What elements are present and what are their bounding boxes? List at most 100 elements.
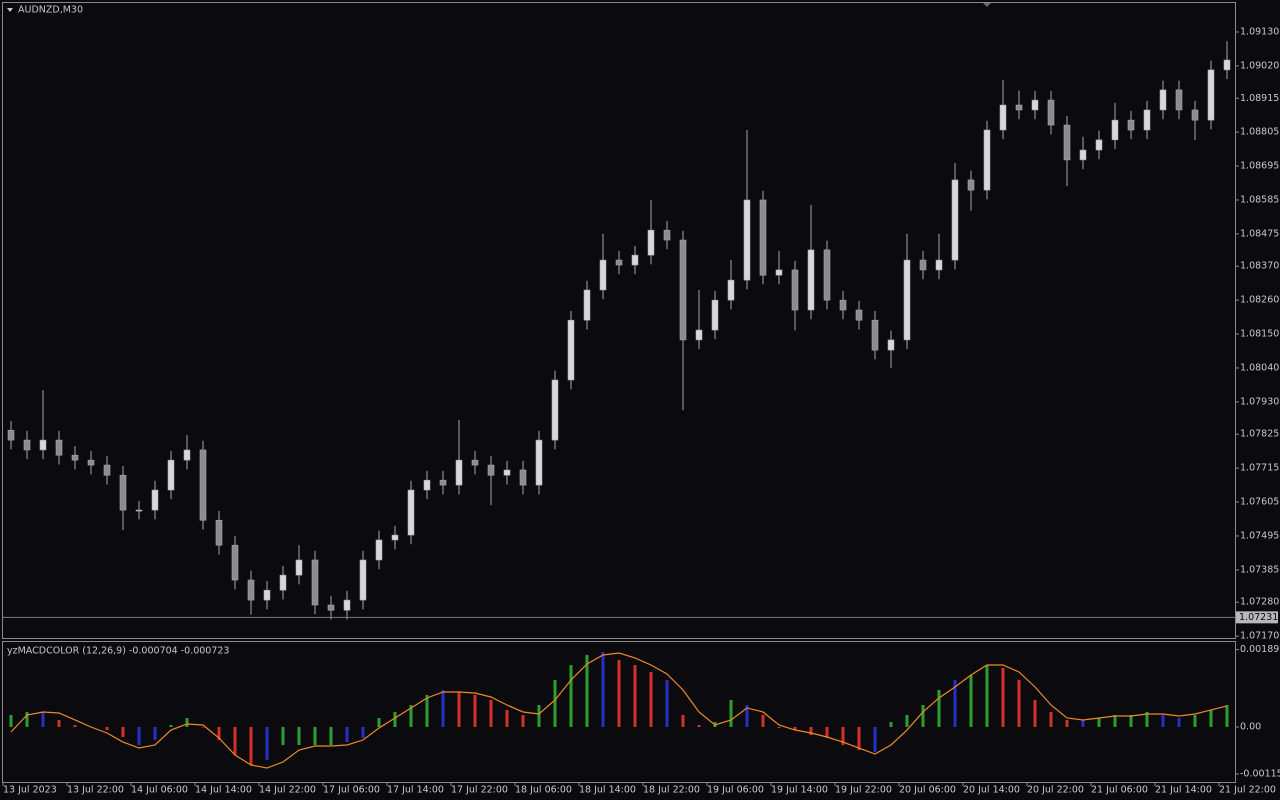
price-label-box <box>1236 611 1278 624</box>
candle-body <box>471 459 479 466</box>
candle-body <box>1079 149 1087 161</box>
price-panel <box>2 2 1236 639</box>
candle-body <box>167 459 175 491</box>
candle-body <box>695 329 703 341</box>
histogram-bar <box>537 705 541 727</box>
candle-body <box>1143 109 1151 131</box>
candle-body <box>327 604 335 611</box>
candle-body <box>215 519 223 546</box>
histogram-bar <box>489 699 493 727</box>
histogram-bar <box>697 725 701 727</box>
histogram-bar <box>1129 715 1133 727</box>
x-tick-label: 19 Jul 14:00 <box>771 785 828 796</box>
candle-body <box>535 439 543 486</box>
candle-body <box>359 559 367 601</box>
histogram-bar <box>441 689 445 727</box>
y-tick-label: 1.08040 <box>1240 362 1279 373</box>
histogram-bar <box>57 719 61 727</box>
y-tick-label: 1.08260 <box>1240 295 1279 306</box>
candle-body <box>935 259 943 271</box>
candle-body <box>151 489 159 511</box>
candle-body <box>551 379 559 441</box>
x-tick-label: 20 Jul 06:00 <box>899 785 956 796</box>
histogram-bar <box>41 711 45 727</box>
histogram-bar <box>473 695 477 727</box>
histogram-bar <box>185 717 189 727</box>
y-tick-label: 1.07605 <box>1240 497 1279 508</box>
histogram-bar <box>1001 667 1005 727</box>
candle-body <box>599 259 607 291</box>
histogram-bar <box>217 727 221 741</box>
candle-body <box>1175 89 1183 111</box>
candle-body <box>23 439 31 451</box>
histogram-bar <box>729 699 733 727</box>
indicator-panel <box>2 641 1236 783</box>
histogram-bar <box>985 665 989 727</box>
histogram-bar <box>361 727 365 739</box>
histogram-bar <box>105 727 109 731</box>
x-tick-label: 17 Jul 22:00 <box>451 785 508 796</box>
histogram-bar <box>1097 717 1101 727</box>
candle-body <box>775 269 783 276</box>
candle-body <box>1111 119 1119 141</box>
y-tick-label: 1.07170 <box>1240 631 1279 642</box>
histogram-bar <box>921 705 925 727</box>
signal-line <box>10 652 1228 769</box>
histogram-bar <box>745 705 749 727</box>
y-tick-label: 1.09020 <box>1240 60 1279 71</box>
candle-body <box>679 239 687 341</box>
candle-body <box>55 439 63 456</box>
histogram-bar <box>169 725 173 727</box>
histogram-bar <box>761 715 765 727</box>
candle-body <box>295 559 303 576</box>
histogram-bar <box>937 689 941 727</box>
price-label: 1.07231 <box>1239 612 1278 623</box>
candle-body <box>135 509 143 512</box>
histogram-bar <box>1145 711 1149 727</box>
y-tick-label: 1.09130 <box>1240 26 1279 37</box>
symbol-menu-icon[interactable] <box>7 8 13 12</box>
histogram-bar <box>1113 715 1117 727</box>
histogram-bar <box>377 717 381 727</box>
candle-body <box>1191 109 1199 121</box>
histogram-bar <box>1209 709 1213 727</box>
candle-body <box>439 479 447 486</box>
candle-body <box>727 279 735 301</box>
y-tick-label: 1.07825 <box>1240 429 1279 440</box>
histogram-bar <box>297 727 301 745</box>
candle-body <box>903 259 911 341</box>
histogram-bar <box>665 679 669 727</box>
y-tick-label: 1.07715 <box>1240 463 1279 474</box>
candle-body <box>343 599 351 611</box>
histogram-bar <box>201 727 205 728</box>
histogram-bar <box>905 715 909 727</box>
candle-body <box>807 249 815 311</box>
histogram-bar <box>1049 711 1053 727</box>
x-tick-label: 19 Jul 22:00 <box>835 785 892 796</box>
x-tick-label: 20 Jul 14:00 <box>963 785 1020 796</box>
histogram-bar <box>425 695 429 727</box>
histogram-bar <box>601 651 605 727</box>
histogram-bar <box>825 727 829 739</box>
candle-body <box>87 459 95 466</box>
candle-body <box>199 449 207 521</box>
histogram-bar <box>1065 719 1069 727</box>
histogram-bar <box>681 715 685 727</box>
histogram-bar <box>889 721 893 727</box>
candle-body <box>39 439 47 451</box>
candle-body <box>311 559 319 606</box>
y-tick-label: 1.07280 <box>1240 597 1279 608</box>
candle-body <box>567 319 575 381</box>
histogram-bar <box>409 705 413 727</box>
candle-body <box>119 474 127 511</box>
histogram-bar <box>553 679 557 727</box>
y-tick-label: 1.08370 <box>1240 261 1279 272</box>
x-tick-label: 14 Jul 14:00 <box>195 785 252 796</box>
candle-body <box>103 464 111 476</box>
candle-body <box>183 449 191 461</box>
histogram-bar <box>1017 679 1021 727</box>
histogram-bar <box>1161 715 1165 727</box>
x-tick-label: 20 Jul 22:00 <box>1027 785 1084 796</box>
